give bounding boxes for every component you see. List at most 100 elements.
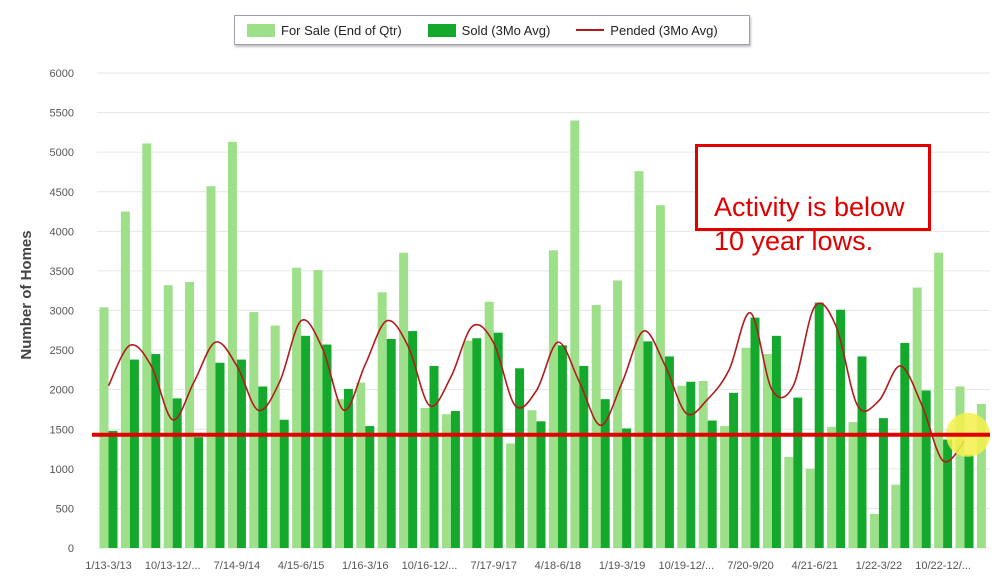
bar-sold (836, 309, 846, 548)
bar-sold (129, 359, 139, 548)
legend-swatch-pended (576, 29, 605, 31)
bar-sold (258, 386, 268, 548)
y-tick-label: 4000 (50, 226, 74, 238)
x-tick-label: 7/20-9/20 (727, 560, 773, 572)
bar-for-sale (976, 403, 986, 548)
bar-for-sale (784, 456, 794, 548)
bar-sold (215, 362, 225, 548)
annotations (92, 412, 990, 457)
bar-for-sale (99, 307, 109, 548)
bar-for-sale (591, 304, 601, 548)
bar-for-sale (634, 171, 644, 548)
legend-label-for-sale: For Sale (End of Qtr) (281, 22, 402, 38)
pended-line-group (107, 302, 966, 463)
legend: For Sale (End of Qtr) Sold (3Mo Avg) Pen… (234, 15, 750, 45)
bar-for-sale (292, 267, 302, 548)
bar-sold (686, 381, 696, 548)
bar-sold (857, 356, 867, 548)
y-tick-label: 5000 (50, 147, 74, 159)
bar-sold (108, 430, 118, 548)
x-tick-label: 10/22-12/... (915, 560, 971, 572)
y-tick-label: 5500 (50, 108, 74, 120)
bar-for-sale (377, 292, 387, 548)
x-tick-label: 7/17-9/17 (470, 560, 516, 572)
y-tick-label: 1000 (50, 464, 74, 476)
x-tick-label: 1/13-3/13 (85, 560, 131, 572)
x-tick-label: 10/19-12/... (658, 560, 714, 572)
bar-sold (151, 354, 161, 548)
x-tick-label: 1/22-3/22 (856, 560, 902, 572)
y-tick-label: 0 (68, 543, 74, 555)
bar-for-sale (912, 287, 922, 548)
bar-for-sale (955, 386, 965, 548)
bar-for-sale (741, 347, 751, 548)
y-tick-label: 6000 (50, 68, 74, 80)
bar-sold (943, 439, 953, 548)
legend-item-pended[interactable]: Pended (3Mo Avg) (576, 22, 718, 38)
bar-for-sale (120, 211, 130, 548)
bar-for-sale (463, 340, 473, 548)
bar-sold (194, 437, 204, 548)
y-tick-label: 1500 (50, 424, 74, 436)
bar-for-sale (334, 399, 344, 548)
bar-for-sale (506, 443, 516, 548)
y-tick-label: 3500 (50, 266, 74, 278)
bars (99, 120, 986, 549)
bar-for-sale (249, 312, 259, 548)
bar-for-sale (399, 252, 409, 549)
bar-sold (536, 421, 546, 548)
y-axis-label-wrapper: Number of Homes (18, 230, 35, 359)
bar-for-sale (848, 422, 858, 548)
bar-for-sale (869, 513, 879, 548)
bar-for-sale (420, 407, 430, 548)
bar-for-sale (163, 285, 173, 548)
bar-sold (643, 341, 653, 548)
y-tick-label: 2000 (50, 385, 74, 397)
x-tick-label: 7/14-9/14 (214, 560, 260, 572)
bar-for-sale (934, 252, 944, 549)
bar-for-sale (356, 382, 366, 548)
x-tick-label: 10/13-12/... (145, 560, 201, 572)
bar-for-sale (548, 250, 558, 549)
bar-for-sale (441, 414, 451, 548)
y-tick-label: 4500 (50, 187, 74, 199)
bar-sold (322, 344, 332, 548)
bar-for-sale (206, 186, 216, 549)
bar-sold (301, 335, 311, 548)
pended-line (107, 302, 966, 463)
bar-sold (236, 359, 246, 548)
y-tick-label: 3000 (50, 306, 74, 318)
legend-item-for-sale[interactable]: For Sale (End of Qtr) (247, 23, 402, 38)
y-tick-label: 500 (56, 503, 74, 515)
bar-sold (771, 335, 781, 548)
bar-for-sale (185, 282, 195, 548)
callout-text: Activity is below 10 year lows. (714, 192, 905, 256)
bar-sold (900, 342, 910, 548)
x-tick-label: 4/18-6/18 (535, 560, 581, 572)
bar-sold (172, 398, 182, 548)
bar-for-sale (142, 143, 152, 549)
bar-for-sale (527, 410, 537, 548)
bar-sold (622, 428, 632, 548)
bar-sold (386, 339, 396, 548)
bar-sold (878, 418, 888, 548)
y-axis-label: Number of Homes (18, 230, 35, 359)
legend-label-sold: Sold (3Mo Avg) (461, 22, 551, 38)
legend-item-sold[interactable]: Sold (3Mo Avg) (427, 22, 551, 38)
bar-sold (814, 302, 824, 548)
bar-for-sale (570, 120, 580, 548)
legend-swatch-for-sale (247, 23, 275, 37)
legend-label-pended: Pended (3Mo Avg) (610, 22, 718, 38)
bar-sold (600, 399, 610, 548)
bar-sold (664, 356, 674, 548)
bar-for-sale (484, 301, 494, 548)
bar-for-sale (891, 484, 901, 548)
bar-for-sale (227, 141, 237, 548)
bar-sold (365, 426, 375, 548)
bar-sold (793, 397, 803, 548)
bar-sold (429, 365, 439, 548)
bar-for-sale (827, 426, 837, 548)
bar-for-sale (698, 380, 708, 548)
bar-sold (279, 419, 289, 548)
